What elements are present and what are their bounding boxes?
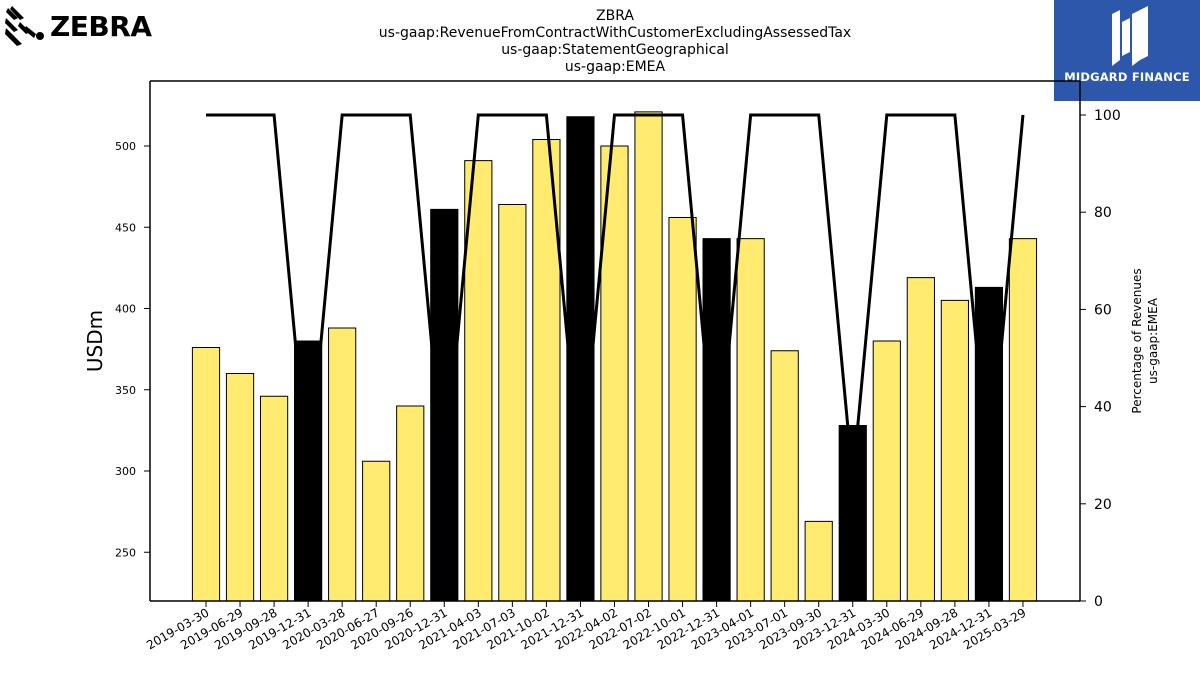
- midgard-emblem-icon: [1112, 6, 1148, 66]
- zebra-head-icon: [5, 6, 44, 46]
- y2-tick-label: 100: [1094, 108, 1121, 124]
- percentage-line-series: [206, 113, 1025, 480]
- y-tick-label: 450: [115, 221, 136, 234]
- midgard-finance-logo: MIDGARD FINANCE: [1054, 0, 1200, 101]
- bar: [259, 395, 289, 602]
- y2-tick-label: 80: [1094, 205, 1112, 221]
- chart-title-line: us-gaap:EMEA: [565, 59, 666, 75]
- zebra-wordmark: ZEBRA: [50, 10, 152, 43]
- bar: [770, 350, 799, 602]
- y2-axis-label: us-gaap:EMEA: [1146, 297, 1160, 384]
- bar: [906, 277, 935, 602]
- y2-tick-label: 60: [1094, 302, 1112, 318]
- zebra-logo: ZEBRA: [4, 4, 154, 50]
- bar: [974, 286, 1004, 602]
- bar: [1008, 238, 1038, 602]
- y2-axis-ticks: 0 20 40 60 80 100: [1080, 108, 1121, 610]
- bar: [566, 116, 595, 602]
- x-axis-ticks: 2019-03-302019-06-292019-09-282019-12-31…: [144, 601, 1028, 652]
- bar: [702, 238, 731, 602]
- bar: [191, 347, 221, 602]
- bar: [396, 405, 425, 602]
- y2-axis-label: Percentage of Revenues: [1130, 268, 1144, 413]
- bar: [328, 327, 357, 602]
- bar: [464, 160, 493, 602]
- chart-title-line: us-gaap:RevenueFromContractWithCustomerE…: [379, 25, 851, 41]
- midgard-finance-text: MIDGARD FINANCE: [1064, 70, 1190, 84]
- chart-title-line: ZBRA: [596, 8, 634, 24]
- bar: [430, 208, 459, 602]
- y2-tick-label: 40: [1094, 400, 1112, 416]
- y-tick-label: 300: [115, 465, 136, 478]
- bar: [532, 139, 561, 602]
- bar: [362, 460, 391, 602]
- chart-title-line: us-gaap:StatementGeographical: [501, 42, 729, 58]
- bar: [940, 299, 969, 602]
- bar-series: [191, 111, 1038, 602]
- y-tick-label: 350: [115, 384, 136, 397]
- chart-title: ZBRAus-gaap:RevenueFromContractWithCusto…: [379, 8, 851, 75]
- bar: [872, 340, 901, 602]
- axis-labels: USDm Percentage of Revenues us-gaap:EMEA: [83, 268, 1160, 413]
- y-axis-label: USDm: [83, 310, 107, 372]
- y-axis-ticks: 250 300 350 400 450 500: [115, 140, 150, 559]
- y2-tick-label: 20: [1094, 497, 1112, 513]
- y-tick-label: 250: [115, 546, 136, 559]
- bar: [668, 217, 697, 602]
- bar: [225, 373, 255, 602]
- y-tick-label: 400: [115, 303, 136, 316]
- bar: [634, 111, 663, 602]
- percentage-line: [206, 113, 1025, 480]
- bar: [804, 520, 833, 602]
- bar: [498, 204, 527, 602]
- chart-axes: [149, 80, 1081, 602]
- bar: [838, 425, 867, 602]
- bar: [736, 238, 765, 602]
- y2-tick-label: 0: [1094, 594, 1103, 610]
- y-tick-label: 500: [115, 140, 136, 153]
